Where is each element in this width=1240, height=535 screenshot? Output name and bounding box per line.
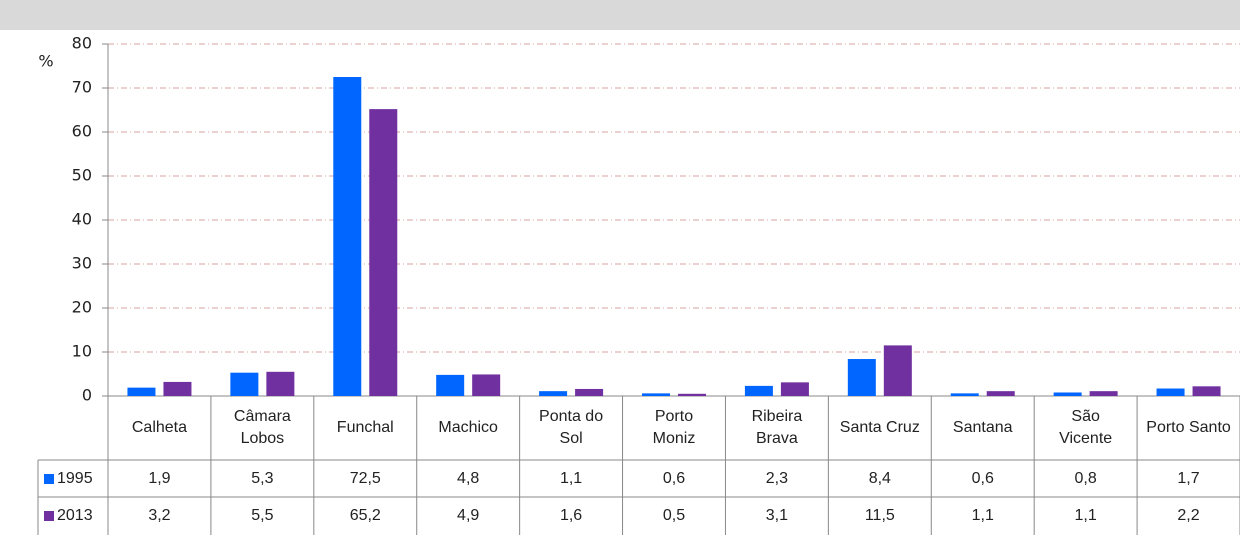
- bar: [1053, 392, 1082, 396]
- data-cell: 3,2: [148, 507, 171, 525]
- bar: [472, 374, 501, 396]
- bar: [847, 359, 876, 396]
- bar: [1089, 391, 1118, 396]
- data-cell: 0,6: [662, 469, 686, 487]
- bar: [883, 345, 912, 396]
- data-cell: 4,8: [457, 469, 480, 487]
- legend-label: 1995: [57, 469, 93, 487]
- data-cell: 0,5: [662, 507, 686, 525]
- legend-swatch: [44, 473, 54, 484]
- data-cell: 2,2: [1177, 507, 1200, 525]
- legend-entry: 2013: [38, 497, 108, 535]
- bar: [539, 391, 568, 396]
- bar: [230, 372, 259, 396]
- data-cell: 5,5: [251, 507, 274, 525]
- data-cell: 4,9: [457, 507, 480, 525]
- y-tick-label: 40: [72, 210, 92, 229]
- bar: [986, 391, 1015, 396]
- category-label: Calheta: [131, 419, 188, 437]
- y-tick-label: 70: [72, 78, 92, 97]
- category-label: São Vicente: [1059, 408, 1113, 447]
- bar: [333, 77, 362, 396]
- data-cell: 1,6: [559, 507, 583, 525]
- bar: [369, 109, 398, 397]
- category-label: Funchal: [336, 419, 394, 437]
- category-label: Ponta do Sol: [539, 408, 604, 447]
- y-tick-label: 80: [72, 34, 92, 53]
- data-cell: 1,1: [559, 469, 583, 487]
- category-label: Porto Santo: [1146, 419, 1231, 437]
- top-band: [0, 0, 1240, 30]
- y-axis-label: %: [38, 52, 53, 71]
- legend-entry: 1995: [38, 460, 108, 497]
- bar: [678, 393, 706, 396]
- data-cell: 0,8: [1074, 469, 1097, 487]
- y-tick-label: 60: [72, 122, 92, 141]
- bar: [1192, 386, 1221, 396]
- data-cell: 3,1: [765, 507, 789, 525]
- category-label: Câmara Lobos: [233, 408, 291, 447]
- y-tick-label: 10: [72, 342, 92, 361]
- category-label: Santana: [952, 419, 1013, 437]
- y-tick-label: 0: [82, 386, 92, 405]
- bar: [575, 388, 604, 396]
- bar: [127, 387, 156, 396]
- bar: [266, 371, 295, 396]
- bar: [163, 381, 192, 396]
- category-label: Santa Cruz: [839, 419, 920, 437]
- data-cell: 0,6: [971, 469, 994, 487]
- data-cell: 11,5: [864, 507, 895, 525]
- data-cell: 72,5: [349, 469, 381, 487]
- data-cell: 1,1: [1074, 507, 1097, 525]
- data-cell: 2,3: [765, 469, 789, 487]
- bar: [642, 393, 670, 396]
- data-cell: 1,7: [1177, 469, 1200, 487]
- data-cell: 1,1: [971, 507, 994, 525]
- bar: [780, 382, 809, 396]
- legend-swatch: [44, 511, 54, 521]
- legend-label: 2013: [57, 507, 93, 525]
- bar: [744, 385, 773, 396]
- y-tick-label: 20: [72, 298, 92, 317]
- bar: [950, 393, 979, 396]
- data-cell: 65,2: [349, 507, 381, 525]
- bar: [436, 374, 465, 396]
- category-label: Machico: [438, 419, 498, 437]
- data-cell: 1,9: [148, 469, 171, 487]
- data-cell: 5,3: [251, 469, 274, 487]
- category-label: Porto Moniz: [652, 408, 696, 447]
- data-cell: 8,4: [868, 469, 891, 487]
- category-label: Ribeira Brava: [751, 408, 803, 447]
- y-tick-label: 50: [72, 166, 92, 185]
- bar: [1156, 388, 1185, 396]
- y-tick-label: 30: [72, 254, 92, 273]
